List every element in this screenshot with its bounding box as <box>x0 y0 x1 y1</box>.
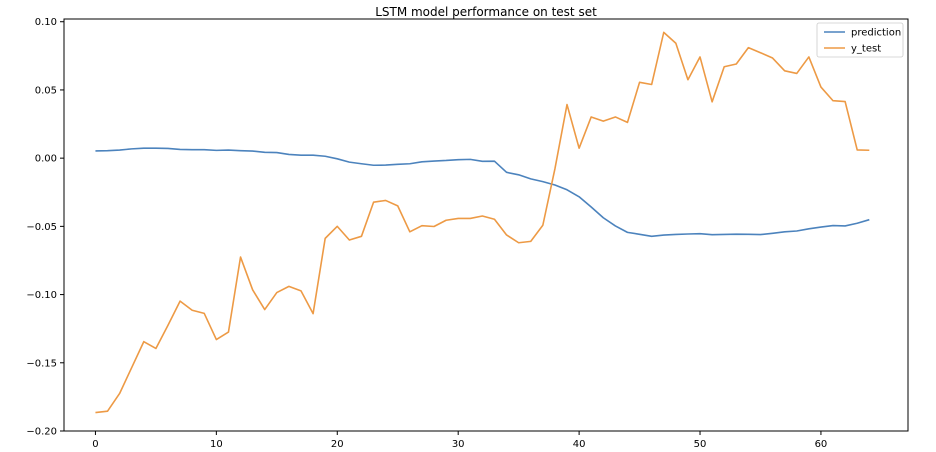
x-tick-label: 0 <box>92 439 98 450</box>
x-tick-label: 30 <box>452 439 465 450</box>
x-tick-label: 40 <box>573 439 586 450</box>
y-tick-label: −0.15 <box>26 358 57 369</box>
y-axis: 0.10 0.05 0.00 −0.05 −0.10 −0.15 −0.20 <box>26 17 64 438</box>
y-tick-label: 0.10 <box>35 17 57 28</box>
y-tick-label: −0.20 <box>26 427 57 438</box>
series-line-y-test <box>95 31 870 414</box>
y-tick-label: −0.05 <box>26 222 57 233</box>
x-tick-label: 10 <box>210 439 223 450</box>
y-tick-label: 0.00 <box>35 154 57 165</box>
x-tick-label: 20 <box>331 439 344 450</box>
series-lines <box>95 31 870 414</box>
x-tick-label: 60 <box>815 439 828 450</box>
y-tick-label: 0.05 <box>35 85 57 96</box>
y-tick-label: −0.10 <box>26 290 57 301</box>
legend: prediction y_test <box>816 22 904 58</box>
series-line-prediction <box>95 147 870 238</box>
plot-area-frame <box>63 18 909 432</box>
legend-label-prediction: prediction <box>851 28 901 39</box>
chart-title: LSTM model performance on test set <box>375 5 597 19</box>
legend-label-y-test: y_test <box>851 44 881 55</box>
x-tick-label: 50 <box>694 439 707 450</box>
x-axis: 0 10 20 30 40 50 60 <box>92 431 827 450</box>
